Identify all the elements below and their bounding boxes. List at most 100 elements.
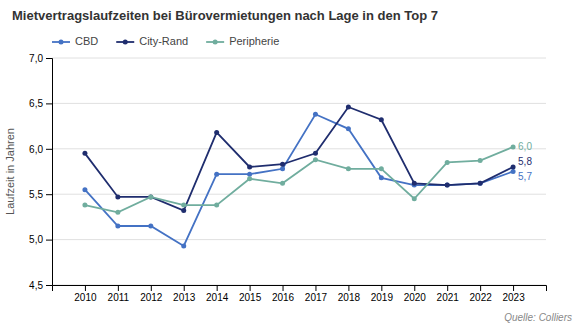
point [511,169,516,174]
end-label: 5,7 [518,171,532,182]
point [247,176,252,181]
x-tick-mark [381,285,382,291]
grid-line [52,239,546,240]
point [445,183,450,188]
x-tick-mark [184,285,185,291]
point [115,210,120,215]
plot: 4,5 5,0 5,5 6,0 6,5 7,0 2010 2011 2012 2013 2014 20… [29,53,546,303]
annotations: 5,75,86,0 [518,141,532,183]
point [115,194,120,199]
series-line [85,107,513,211]
x-tick: 2013 [173,285,196,303]
y-tick-mark [46,285,52,286]
x-tick: 2010 [74,285,97,303]
point [346,105,351,110]
x-tick-label: 2010 [74,292,97,303]
point [511,144,516,149]
x-tick-label: 2016 [272,292,295,303]
y-tick-label: 5,0 [29,234,43,245]
y-tick: 4,5 [29,280,52,291]
x-tick-mark [513,285,514,291]
legend-marker [213,40,218,45]
title: Mietvertragslaufzeiten bei Bürovermietun… [12,8,438,23]
grid-line [52,103,546,104]
y-tick: 5,5 [29,189,52,200]
point [82,151,87,156]
point [412,196,417,201]
y-tick: 5,0 [29,234,52,245]
point [148,223,153,228]
y-tick: 6,5 [29,98,52,109]
y-tick-mark [46,194,52,195]
point [115,223,120,228]
series-line [85,147,513,212]
point [82,203,87,208]
x-tick: 2012 [140,285,163,303]
legend-marker [123,40,128,45]
point [181,208,186,213]
y-tick-mark [46,58,52,59]
end-label: 6,0 [518,141,532,152]
x-tick-mark [414,285,415,291]
x-tick: 2018 [338,285,361,303]
point [181,203,186,208]
x-tick: 2011 [108,285,130,303]
source: Quelle: Colliers [504,312,572,323]
point [148,194,153,199]
point [379,117,384,122]
point [478,181,483,186]
y-tick-label: 6,5 [29,98,43,109]
x-tick-mark [447,285,448,291]
x-tick: 2016 [272,285,295,303]
legend-item: CBD [52,35,98,47]
y-tick-label: 4,5 [29,280,43,291]
x-tick-mark [480,285,481,291]
point [280,162,285,167]
point [214,172,219,177]
grid-line [52,148,546,149]
y-tick-label: 7,0 [29,53,43,64]
y-tick: 7,0 [29,53,52,64]
x-tick-label: 2018 [338,292,361,303]
point [379,175,384,180]
x-tick-label: 2013 [173,292,196,303]
x-tick-label: 2014 [206,292,229,303]
point [346,126,351,131]
y-axis: 4,5 5,0 5,5 6,0 6,5 7,0 [29,53,52,291]
legend-label: CBD [75,35,98,47]
x-tick-mark [118,285,119,291]
x-tick-mark [315,285,316,291]
x-tick-mark [151,285,152,291]
series-group [82,105,515,249]
x-tick: 2022 [470,285,493,303]
legend-item: City-Rand [116,35,188,47]
point [280,166,285,171]
legend-label: City-Rand [139,35,188,47]
point [247,172,252,177]
y-tick-label: 6,0 [29,144,43,155]
x-tick: 2019 [371,285,394,303]
x-tick-mark [217,285,218,291]
point [280,181,285,186]
y-tick: 6,0 [29,144,52,155]
x-tick-label: 2017 [305,292,328,303]
x-tick-mark [250,285,251,291]
legend-item: Peripherie [206,35,279,47]
x-tick: 2023 [502,285,525,303]
point [511,164,516,169]
x-tick: 2017 [305,285,328,303]
x-axis-line [53,286,547,292]
y-tick-label: 5,5 [29,189,43,200]
point [478,158,483,163]
point [445,183,450,188]
x-tick-label: 2023 [502,292,525,303]
x-tick-label: 2022 [470,292,493,303]
x-tick-label: 2020 [404,292,427,303]
point [313,151,318,156]
point [82,187,87,192]
grid [52,58,546,285]
x-axis: 2010201120122013201420152016201720182019… [53,285,547,303]
point [478,181,483,186]
point [346,166,351,171]
legend-marker [59,40,64,45]
